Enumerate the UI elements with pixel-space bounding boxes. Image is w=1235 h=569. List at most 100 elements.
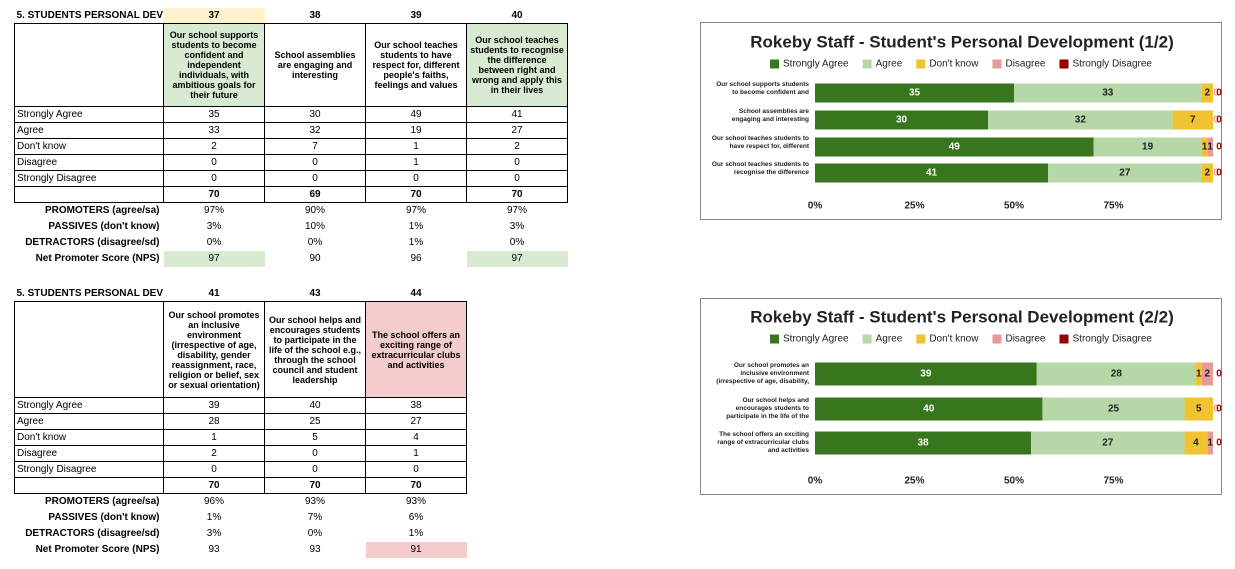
metric-value: 91 (365, 541, 467, 558)
bar-segment (1207, 431, 1213, 455)
bar-segment (988, 110, 1173, 130)
category-label: The school offers an exciting range of e… (717, 431, 809, 454)
metric-row: PROMOTERS (agree/sa) 96% 93% 93% (15, 494, 467, 510)
metric-row: Net Promoter Score (NPS) 93 93 91 (15, 541, 467, 558)
metric-value: 97% (405, 205, 426, 217)
legend-swatch (1059, 334, 1069, 344)
response-count: 30 (264, 106, 366, 123)
data-label: 0 (1213, 115, 1219, 126)
data-label: 0 (1216, 438, 1222, 449)
metric-label: PASSIVES (don't know) (48, 512, 160, 523)
question: School assemblies are engaging and inter… (264, 23, 366, 107)
x-tick-label: 75% (1103, 201, 1123, 212)
question: The school offers an exciting range of e… (365, 301, 467, 398)
response-row: Strongly Disagree 0 0 0 (14, 461, 467, 478)
metric-label: Net Promoter Score (NPS) (35, 253, 160, 264)
metric-value: 3% (206, 528, 222, 539)
metric-row: Net Promoter Score (NPS) 97 90 96 97 (15, 250, 568, 267)
chart-title: Rokeby Staff - Student's Personal Develo… (750, 307, 1173, 326)
metric-row: DETRACTORS (disagree/sd) 0% 0% 1% 0% (15, 235, 568, 251)
bar-segment (1201, 83, 1213, 103)
data-label: 40 (923, 404, 935, 415)
data-label: 2 (1205, 168, 1211, 179)
response-count: 0 (264, 170, 366, 187)
response-row: Strongly Agree 39 40 38 (14, 397, 467, 414)
question: Our school supports students to become c… (163, 23, 265, 107)
bar-segment (1201, 163, 1213, 183)
metric-value: 97% (506, 205, 527, 217)
response-label: Don't know (14, 138, 164, 155)
response-count: 2 (163, 445, 265, 462)
response-count: 0 (365, 170, 467, 187)
bar-segment (1048, 163, 1202, 183)
legend-swatch (862, 59, 872, 69)
metric-value: 97 (466, 250, 568, 267)
data-label: 27 (1102, 438, 1114, 449)
response-count: 4 (365, 429, 467, 446)
chart-border (700, 298, 1222, 495)
legend-swatch (770, 59, 780, 69)
column-number: 41 (208, 288, 220, 299)
legend: Strongly Agree Agree Don't know Disagree Str… (770, 334, 1152, 345)
bar-segment (1042, 397, 1185, 421)
response-count: 0 (264, 154, 366, 171)
metric-value: 93% (304, 496, 325, 508)
metric-value: 96 (410, 253, 422, 264)
data-label: 1 (1207, 142, 1213, 153)
data-label: 5 (1196, 404, 1202, 415)
metric-value: 90% (304, 205, 325, 217)
bar-segment (1014, 83, 1202, 103)
data-label: 1 (1207, 438, 1213, 449)
bar-segment (815, 397, 1043, 421)
metric-label: DETRACTORS (disagree/sd) (25, 528, 160, 539)
response-row: Strongly Disagree 0 0 0 0 (14, 170, 568, 187)
total: 70 (264, 477, 366, 494)
x-tick-label: 50% (1004, 476, 1024, 487)
legend-label: Strongly Agree (783, 59, 849, 70)
metric-value: 1% (408, 221, 424, 232)
question-row: Our school promotes an inclusive environ… (14, 301, 467, 398)
blank-cell (14, 301, 164, 398)
header-row: 5. STUDENTS PERSONAL DEV 37 38 39 40 (15, 8, 568, 24)
bar-segment (1093, 137, 1202, 157)
column-number: 37 (163, 8, 265, 24)
bar-segment (1036, 362, 1196, 386)
response-count: 0 (365, 461, 467, 478)
response-count: 33 (163, 122, 265, 139)
metric-value: 3% (509, 221, 525, 232)
metric-row: DETRACTORS (disagree/sd) 3% 0% 1% (15, 526, 467, 542)
data-label: 30 (896, 115, 908, 126)
x-tick-label: 25% (904, 476, 924, 487)
metric-label: Net Promoter Score (NPS) (35, 544, 160, 555)
blank-cell (14, 186, 164, 203)
bar-segment (815, 362, 1037, 386)
category-label: Our school supports students to become c… (716, 81, 809, 96)
data-label: 0 (1216, 142, 1222, 153)
metric-value: 96% (203, 496, 224, 508)
data-label: 0 (1216, 88, 1222, 99)
data-label: 2 (1205, 88, 1211, 99)
metric-value: 0% (509, 237, 525, 248)
x-tick-label: 0% (808, 476, 823, 487)
legend-swatch (992, 334, 1002, 344)
question: Our school promotes an inclusive environ… (163, 301, 265, 398)
metric-value: 10% (304, 221, 325, 232)
response-count: 7 (264, 138, 366, 155)
response-count: 0 (466, 154, 568, 171)
response-count: 0 (264, 461, 366, 478)
response-count: 35 (163, 106, 265, 123)
data-label: 0 (1213, 168, 1219, 179)
response-label: Disagree (14, 445, 164, 462)
response-row: Agree 33 32 19 27 (14, 122, 568, 139)
legend-label: Don't know (929, 59, 979, 70)
response-count: 2 (466, 138, 568, 155)
data-label: 28 (1111, 369, 1123, 380)
data-label: 0 (1216, 369, 1222, 380)
chart: Rokeby Staff - Student's Personal Develo… (700, 22, 1222, 220)
metric-label: PROMOTERS (agree/sa) (45, 496, 160, 508)
question: Our school teaches students to recognise… (466, 23, 568, 107)
header-row: 5. STUDENTS PERSONAL DEV 41 43 44 (15, 286, 467, 302)
metric-row: PASSIVES (don't know) 1% 7% 6% (15, 510, 467, 526)
data-table: 5. STUDENTS PERSONAL DEV 37 38 39 40 Our scho… (14, 8, 568, 267)
legend-swatch (916, 334, 926, 344)
